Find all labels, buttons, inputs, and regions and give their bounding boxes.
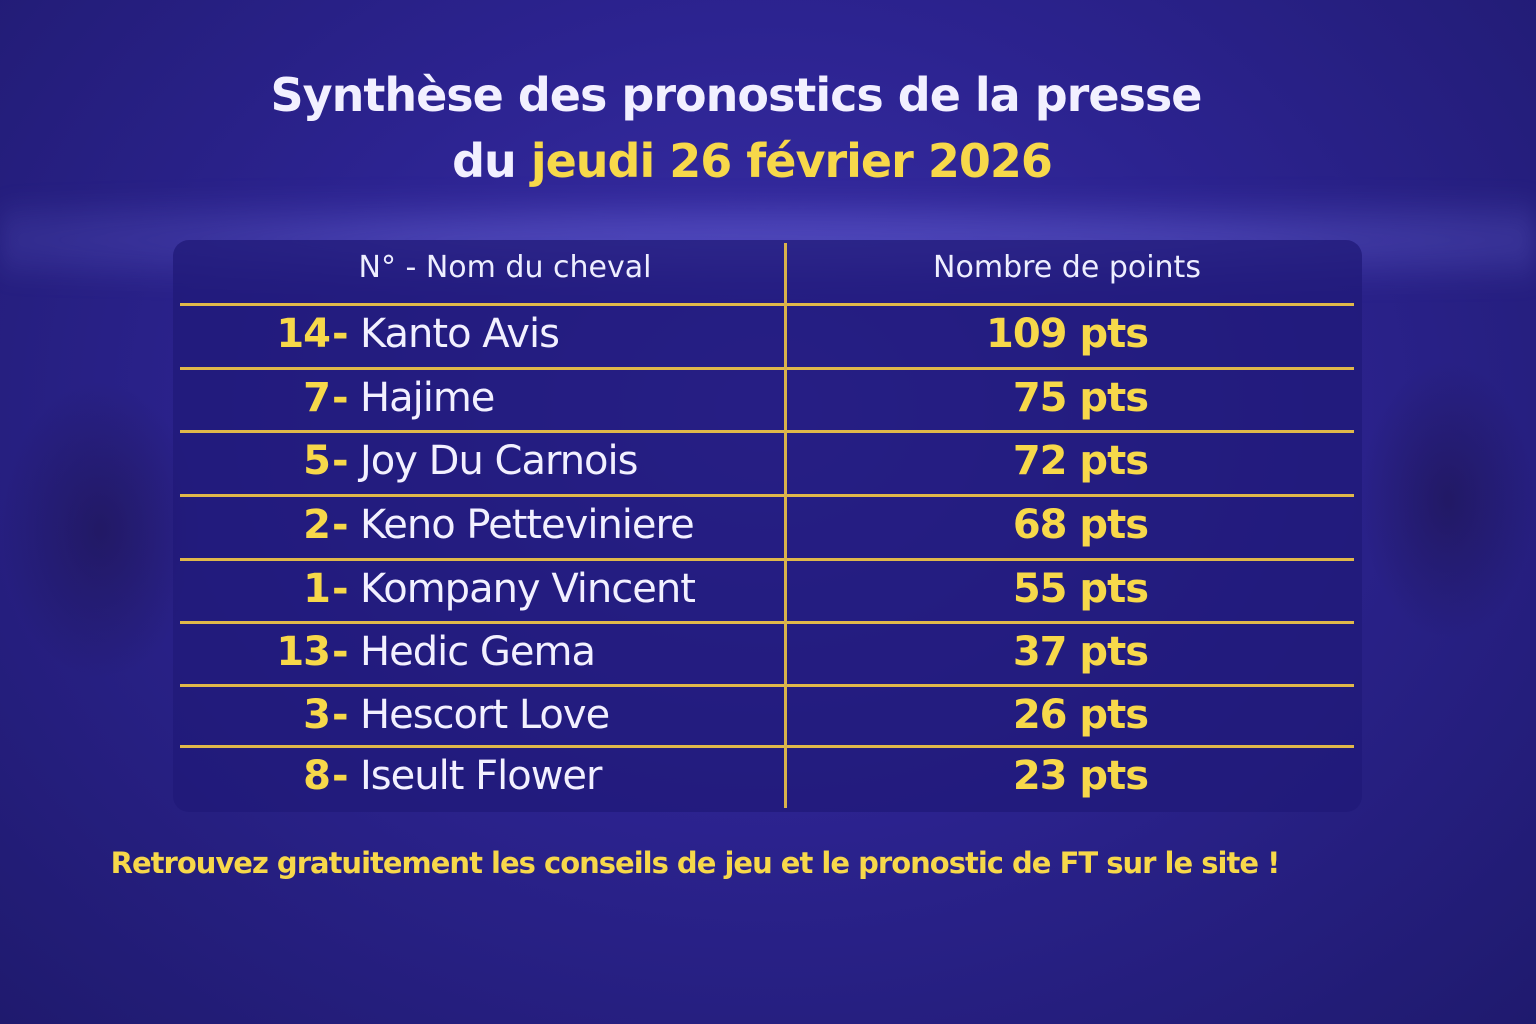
horse-points: 37 pts — [1012, 629, 1149, 675]
horse-number: 7 — [303, 375, 331, 421]
horse-name: Joy Du Carnois — [360, 438, 638, 484]
header-points: Nombre de points — [933, 250, 1201, 285]
row-separator — [180, 494, 1354, 497]
row-separator — [180, 684, 1354, 687]
table-row: 7 - Hajime 75 pts — [180, 367, 1354, 429]
table-row: 14 - Kanto Avis 109 pts — [180, 303, 1354, 365]
horse-points: 109 pts — [986, 311, 1149, 357]
table-row: 3 - Hescort Love 26 pts — [180, 684, 1354, 746]
table-row: 5 - Joy Du Carnois 72 pts — [180, 430, 1354, 492]
ranking-table — [173, 240, 1362, 812]
horse-number: 3 — [303, 692, 331, 738]
dash: - — [332, 375, 349, 421]
horse-points: 68 pts — [1012, 502, 1149, 548]
dash: - — [332, 502, 349, 548]
table-row: 8 - Iseult Flower 23 pts — [180, 745, 1354, 807]
background-horse-right — [1360, 360, 1536, 640]
row-separator — [180, 430, 1354, 433]
horse-number: 14 — [276, 311, 331, 357]
horse-number: 5 — [303, 438, 331, 484]
horse-name: Hescort Love — [360, 692, 610, 738]
dash: - — [332, 438, 349, 484]
header-horse: N° - Nom du cheval — [358, 250, 652, 285]
page-subtitle: du jeudi 26 février 2026 — [0, 134, 1520, 188]
table-row: 13 - Hedic Gema 37 pts — [180, 621, 1354, 683]
column-divider — [784, 243, 787, 808]
background-horse-left — [0, 380, 200, 680]
horse-name: Kanto Avis — [360, 311, 560, 357]
row-separator — [180, 558, 1354, 561]
horse-points: 55 pts — [1012, 566, 1149, 612]
page-title: Synthèse des pronostics de la presse — [270, 68, 1202, 122]
dash: - — [332, 566, 349, 612]
horse-name: Hajime — [360, 375, 495, 421]
horse-name: Hedic Gema — [360, 629, 596, 675]
table-row: 1 - Kompany Vincent 55 pts — [180, 558, 1354, 620]
dash: - — [332, 692, 349, 738]
horse-points: 72 pts — [1012, 438, 1149, 484]
subtitle-prefix: du — [452, 134, 517, 188]
row-separator — [180, 367, 1354, 370]
horse-name: Keno Petteviniere — [360, 502, 695, 548]
subtitle-date: jeudi 26 février 2026 — [530, 134, 1053, 188]
row-separator — [180, 745, 1354, 748]
horse-name: Kompany Vincent — [360, 566, 696, 612]
row-separator — [180, 303, 1354, 306]
footer-text: Retrouvez gratuitement les conseils de j… — [110, 846, 1281, 880]
horse-number: 2 — [303, 502, 331, 548]
horse-name: Iseult Flower — [360, 753, 602, 799]
horse-points: 23 pts — [1012, 753, 1149, 799]
dash: - — [332, 629, 349, 675]
horse-number: 1 — [303, 566, 331, 612]
row-separator — [180, 621, 1354, 624]
dash: - — [332, 311, 349, 357]
horse-points: 26 pts — [1012, 692, 1149, 738]
horse-points: 75 pts — [1012, 375, 1149, 421]
horse-number: 8 — [303, 753, 331, 799]
dash: - — [332, 753, 349, 799]
horse-number: 13 — [276, 629, 331, 675]
table-row: 2 - Keno Petteviniere 68 pts — [180, 494, 1354, 556]
